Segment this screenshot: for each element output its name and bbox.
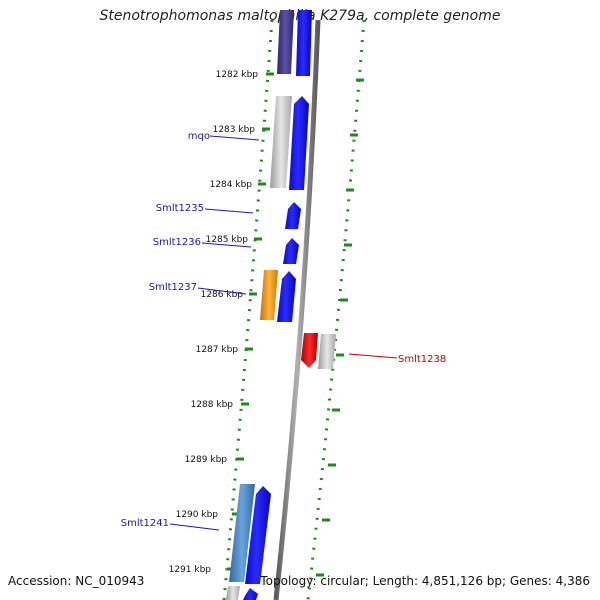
gene-smlt1236-arrow[interactable] xyxy=(283,238,299,264)
gene-smlt1237-blue-arrow[interactable] xyxy=(277,271,296,322)
topology-label: Topology: circular; Length: 4,851,126 bp… xyxy=(260,574,590,588)
gene-features xyxy=(226,10,336,600)
ruler-labels: 1282 kbp 1283 kbp 1284 kbp 1285 kbp 1286… xyxy=(169,70,259,575)
gene-smlt1241-blue-arrow[interactable] xyxy=(245,486,271,584)
ruler-label: 1290 kbp xyxy=(176,510,219,520)
gene-bottom-gray[interactable] xyxy=(226,586,240,600)
gene-label-smlt1241[interactable]: Smlt1241 xyxy=(121,518,169,529)
gene-label-mqo[interactable]: mqo xyxy=(188,131,210,142)
gene-labels: mqo Smlt1235 Smlt1236 Smlt1237 Smlt1238 … xyxy=(121,131,447,529)
gene-bottom-blue-arrow[interactable] xyxy=(243,588,258,600)
gene-label-smlt1238[interactable]: Smlt1238 xyxy=(398,354,446,365)
ruler-label: 1291 kbp xyxy=(169,565,212,575)
gene-block-purple[interactable] xyxy=(277,10,294,74)
ruler-label: 1288 kbp xyxy=(191,400,234,410)
gene-block-blue-top[interactable] xyxy=(296,10,312,76)
ruler-label: 1286 kbp xyxy=(201,290,244,300)
gene-smlt1238-red-arrow[interactable] xyxy=(301,333,318,368)
ruler-label: 1287 kbp xyxy=(196,345,239,355)
ruler-label: 1289 kbp xyxy=(185,455,228,465)
gene-smlt1241-steel[interactable] xyxy=(229,484,255,582)
gene-mqo-blue-arrow[interactable] xyxy=(289,96,309,190)
gene-label-smlt1235[interactable]: Smlt1235 xyxy=(156,203,204,214)
gene-smlt1238-gray[interactable] xyxy=(318,334,336,369)
gene-label-smlt1236[interactable]: Smlt1236 xyxy=(153,237,201,248)
ruler-label: 1282 kbp xyxy=(216,70,259,80)
genome-backbone xyxy=(273,19,321,600)
gene-smlt1235-arrow[interactable] xyxy=(285,202,301,229)
ruler-label: 1284 kbp xyxy=(210,180,253,190)
label-leaders xyxy=(169,135,398,531)
gene-mqo-gray[interactable] xyxy=(270,96,292,188)
gene-smlt1237-orange[interactable] xyxy=(260,270,278,320)
ruler-label: 1283 kbp xyxy=(213,125,256,135)
gene-label-smlt1237[interactable]: Smlt1237 xyxy=(149,282,197,293)
accession-label: Accession: NC_010943 xyxy=(8,574,145,588)
ruler-label: 1285 kbp xyxy=(206,235,249,245)
